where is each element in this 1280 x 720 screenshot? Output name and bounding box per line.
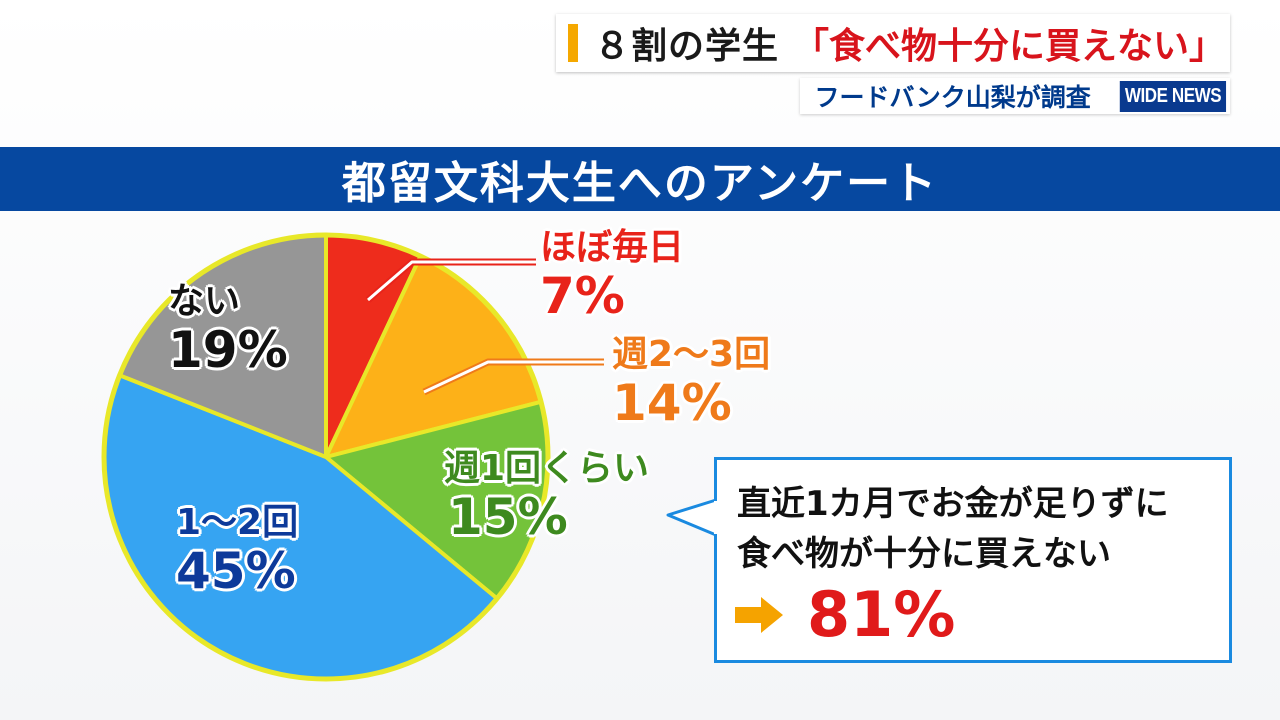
slice-4-percent: 19% xyxy=(168,321,288,379)
chart-title: 都留文科大生へのアンケート xyxy=(341,158,939,209)
pie-rim xyxy=(101,232,551,682)
callout-line-1: 直近1カ月でお金が足りずに xyxy=(737,484,1169,524)
slice-4-category: ない xyxy=(168,281,241,322)
leader-line-1 xyxy=(423,360,604,394)
arrow-right-icon xyxy=(735,597,783,633)
callout-box: 直近1カ月でお金が足りずに 食べ物が十分に買えない 81% xyxy=(714,457,1232,663)
headline-box: ８割の学生 「食べ物十分に買えない」 xyxy=(556,14,1230,72)
label-slice-3: 1～2回 45% xyxy=(176,502,299,600)
slice-1-percent: 14% xyxy=(612,374,732,432)
headline-accent-bar xyxy=(568,24,578,62)
wide-news-logo: WIDE NEWS xyxy=(1119,80,1226,112)
slice-2-percent: 15% xyxy=(448,488,568,546)
label-slice-2: 週1回くらい 15% xyxy=(444,448,650,546)
slice-3-percent: 45% xyxy=(176,542,296,600)
callout-value: 81% xyxy=(807,578,956,651)
label-slice-0: ほぼ毎日 7% xyxy=(540,227,685,325)
slice-1-category: 週2～3回 xyxy=(612,334,771,375)
leader-line-0 xyxy=(367,260,536,302)
label-slice-4: ない 19% xyxy=(168,281,288,379)
label-slice-1: 週2～3回 14% xyxy=(612,334,771,432)
headline-main: ８割の学生 xyxy=(594,26,780,67)
callout-line-2: 食べ物が十分に買えない xyxy=(737,534,1111,574)
headline-quote: 「食べ物十分に買えない」 xyxy=(793,26,1226,67)
title-band: 都留文科大生へのアンケート xyxy=(0,147,1280,211)
slice-0-percent: 7% xyxy=(540,267,625,325)
subline-box: フードバンク山梨が調査 WIDE NEWS xyxy=(800,78,1230,114)
slice-2-category: 週1回くらい xyxy=(444,448,650,489)
slice-3-category: 1～2回 xyxy=(176,502,299,543)
slice-0-category: ほぼ毎日 xyxy=(540,227,685,268)
subline-text: フードバンク山梨が調査 xyxy=(814,83,1091,112)
